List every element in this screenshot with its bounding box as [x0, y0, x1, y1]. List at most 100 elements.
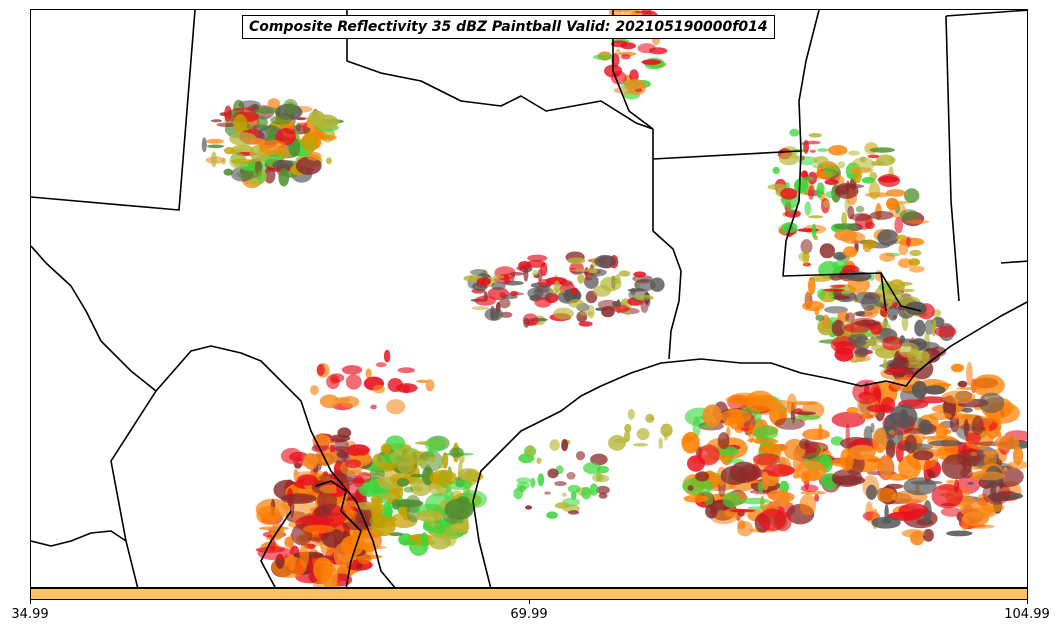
- storm-cell: [808, 275, 832, 282]
- storm-cell: [427, 447, 434, 458]
- storm-cell: [598, 492, 608, 499]
- storm-cell: [848, 444, 876, 460]
- storm-cell: [618, 270, 631, 277]
- storm-cell: [819, 243, 835, 259]
- storm-cell: [845, 312, 855, 323]
- storm-cell: [298, 122, 308, 128]
- storm-cell: [523, 318, 530, 328]
- storm-cell: [795, 411, 816, 416]
- storm-cell: [329, 434, 351, 442]
- colorbar-tick-2: [1027, 600, 1028, 604]
- storm-cell: [306, 151, 322, 161]
- storm-cell: [853, 291, 881, 305]
- storm-cell: [804, 201, 812, 216]
- storm-cell: [544, 491, 551, 495]
- storm-cell: [850, 213, 872, 222]
- storm-cell: [561, 439, 569, 452]
- storm-cell: [798, 156, 818, 166]
- storm-cell: [233, 114, 248, 133]
- storm-cell: [799, 494, 817, 516]
- storm-cell: [597, 299, 619, 310]
- storm-cell: [371, 504, 383, 525]
- storm-cell: [336, 480, 343, 496]
- storm-cell: [592, 285, 612, 297]
- storm-cell: [904, 301, 927, 316]
- storm-cell: [788, 419, 794, 423]
- storm-cell: [416, 379, 429, 383]
- storm-cell: [470, 269, 488, 276]
- storm-cell: [767, 489, 790, 502]
- storm-cell: [962, 407, 973, 413]
- storm-cell: [922, 528, 934, 542]
- storm-cell: [941, 390, 976, 404]
- storm-cell: [257, 171, 264, 184]
- storm-cell: [530, 477, 536, 488]
- storm-cell: [294, 462, 302, 469]
- storm-cell: [715, 446, 739, 457]
- storm-cell: [474, 295, 496, 306]
- northeast-line: [945, 10, 1027, 17]
- storm-cell: [309, 385, 319, 396]
- storm-cell: [342, 365, 363, 375]
- storm-cell: [365, 368, 372, 379]
- storm-cell: [608, 434, 627, 451]
- storm-cell: [280, 501, 290, 510]
- storm-cell: [561, 492, 567, 497]
- storm-cell: [313, 557, 334, 583]
- storm-cell: [824, 179, 839, 185]
- storm-cell: [920, 351, 930, 363]
- storm-cell: [832, 475, 866, 486]
- storm-cell: [376, 462, 399, 469]
- storm-cell: [899, 443, 934, 451]
- storm-cell: [861, 177, 876, 184]
- storm-cell: [295, 156, 322, 175]
- storm-cell: [811, 223, 817, 238]
- storm-cell: [752, 426, 779, 441]
- storm-cell: [284, 536, 294, 548]
- storm-cell: [692, 416, 701, 438]
- storm-cell: [316, 364, 325, 376]
- storm-cell: [547, 468, 559, 479]
- storm-cell: [823, 165, 838, 178]
- storm-cell: [847, 205, 855, 220]
- storm-cell: [695, 471, 710, 482]
- storm-cell: [383, 349, 391, 363]
- storm-cell: [946, 480, 957, 484]
- storm-cell: [476, 277, 491, 286]
- storm-cell: [832, 289, 842, 298]
- storm-cell: [567, 484, 581, 493]
- storm-cell: [334, 438, 349, 453]
- storm-cell: [413, 485, 423, 492]
- storm-cell: [906, 236, 911, 248]
- storm-cell: [583, 462, 601, 475]
- storm-cell: [259, 139, 287, 155]
- storm-cell: [201, 137, 207, 153]
- storm-cell: [373, 499, 383, 504]
- storm-cell: [863, 425, 873, 443]
- storm-cell: [346, 444, 370, 457]
- storm-cell: [950, 363, 965, 373]
- storm-cell: [265, 124, 277, 138]
- storm-cell: [299, 542, 309, 568]
- storm-cell: [729, 509, 755, 513]
- storm-cell: [702, 404, 722, 428]
- storm-cell: [815, 314, 825, 321]
- storm-cell: [971, 374, 1005, 397]
- storm-cell: [866, 404, 894, 413]
- storm-cell: [295, 471, 319, 477]
- storm-cell: [817, 164, 824, 169]
- storm-cell: [438, 465, 445, 469]
- storm-cell: [855, 311, 866, 317]
- storm-cell: [567, 257, 586, 265]
- storm-cell: [807, 276, 816, 295]
- storm-cell: [963, 418, 969, 438]
- storm-cell: [845, 423, 850, 448]
- colorbar-tick-1: [529, 600, 530, 604]
- storm-cell: [427, 456, 437, 463]
- storm-cell: [774, 417, 805, 430]
- storm-cell: [985, 425, 990, 436]
- storm-cell: [885, 189, 906, 197]
- storm-cell: [491, 281, 506, 291]
- storm-cell: [869, 211, 894, 220]
- storm-cell: [566, 472, 576, 480]
